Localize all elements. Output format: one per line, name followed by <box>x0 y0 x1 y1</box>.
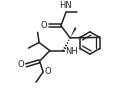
Text: O: O <box>45 67 52 76</box>
Text: HN: HN <box>59 1 71 11</box>
Text: NH: NH <box>66 47 78 56</box>
Text: O: O <box>41 21 47 30</box>
Text: O: O <box>17 60 24 69</box>
Polygon shape <box>70 27 77 38</box>
